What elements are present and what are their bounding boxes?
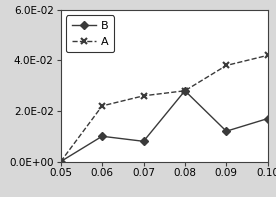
A	[59, 160, 62, 163]
Legend: B, A: B, A	[66, 15, 114, 52]
A	[142, 95, 145, 97]
A	[266, 54, 269, 57]
B	[59, 160, 62, 163]
Line: A: A	[57, 52, 271, 165]
B	[266, 117, 269, 120]
B	[225, 130, 228, 132]
Line: B: B	[58, 88, 270, 164]
B	[100, 135, 104, 138]
A	[100, 105, 104, 107]
B	[183, 90, 187, 92]
A	[183, 90, 187, 92]
A	[225, 64, 228, 67]
B	[142, 140, 145, 142]
